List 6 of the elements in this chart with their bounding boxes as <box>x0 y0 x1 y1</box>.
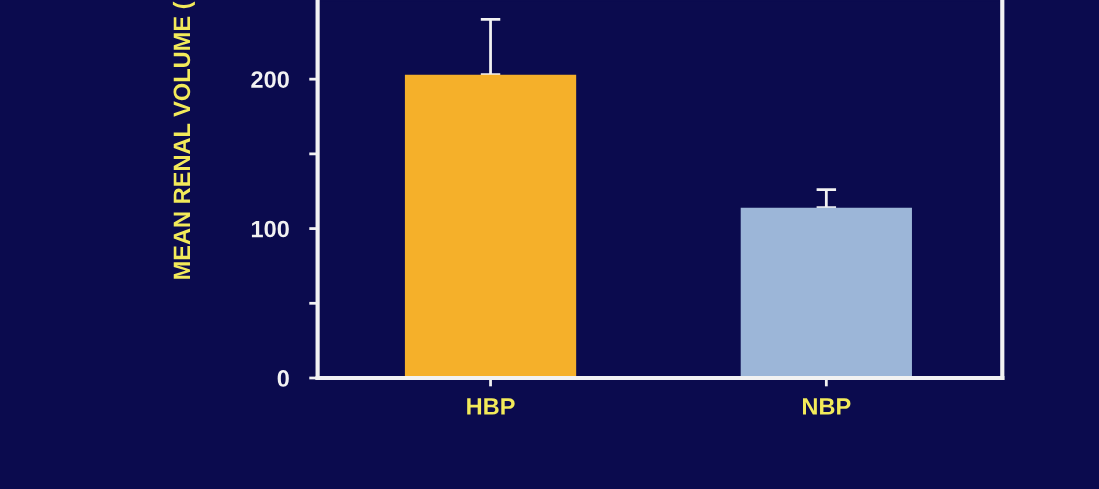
y-tick-label: 200 <box>251 71 289 88</box>
x-tick-label: HBP <box>467 398 515 415</box>
y-tick-label: 0 <box>277 370 289 387</box>
y-axis-title: MEAN RENAL VOLUME ( <box>172 1 195 279</box>
y-tick-label: 100 <box>251 220 289 238</box>
x-tick-label: NBP <box>802 398 851 415</box>
